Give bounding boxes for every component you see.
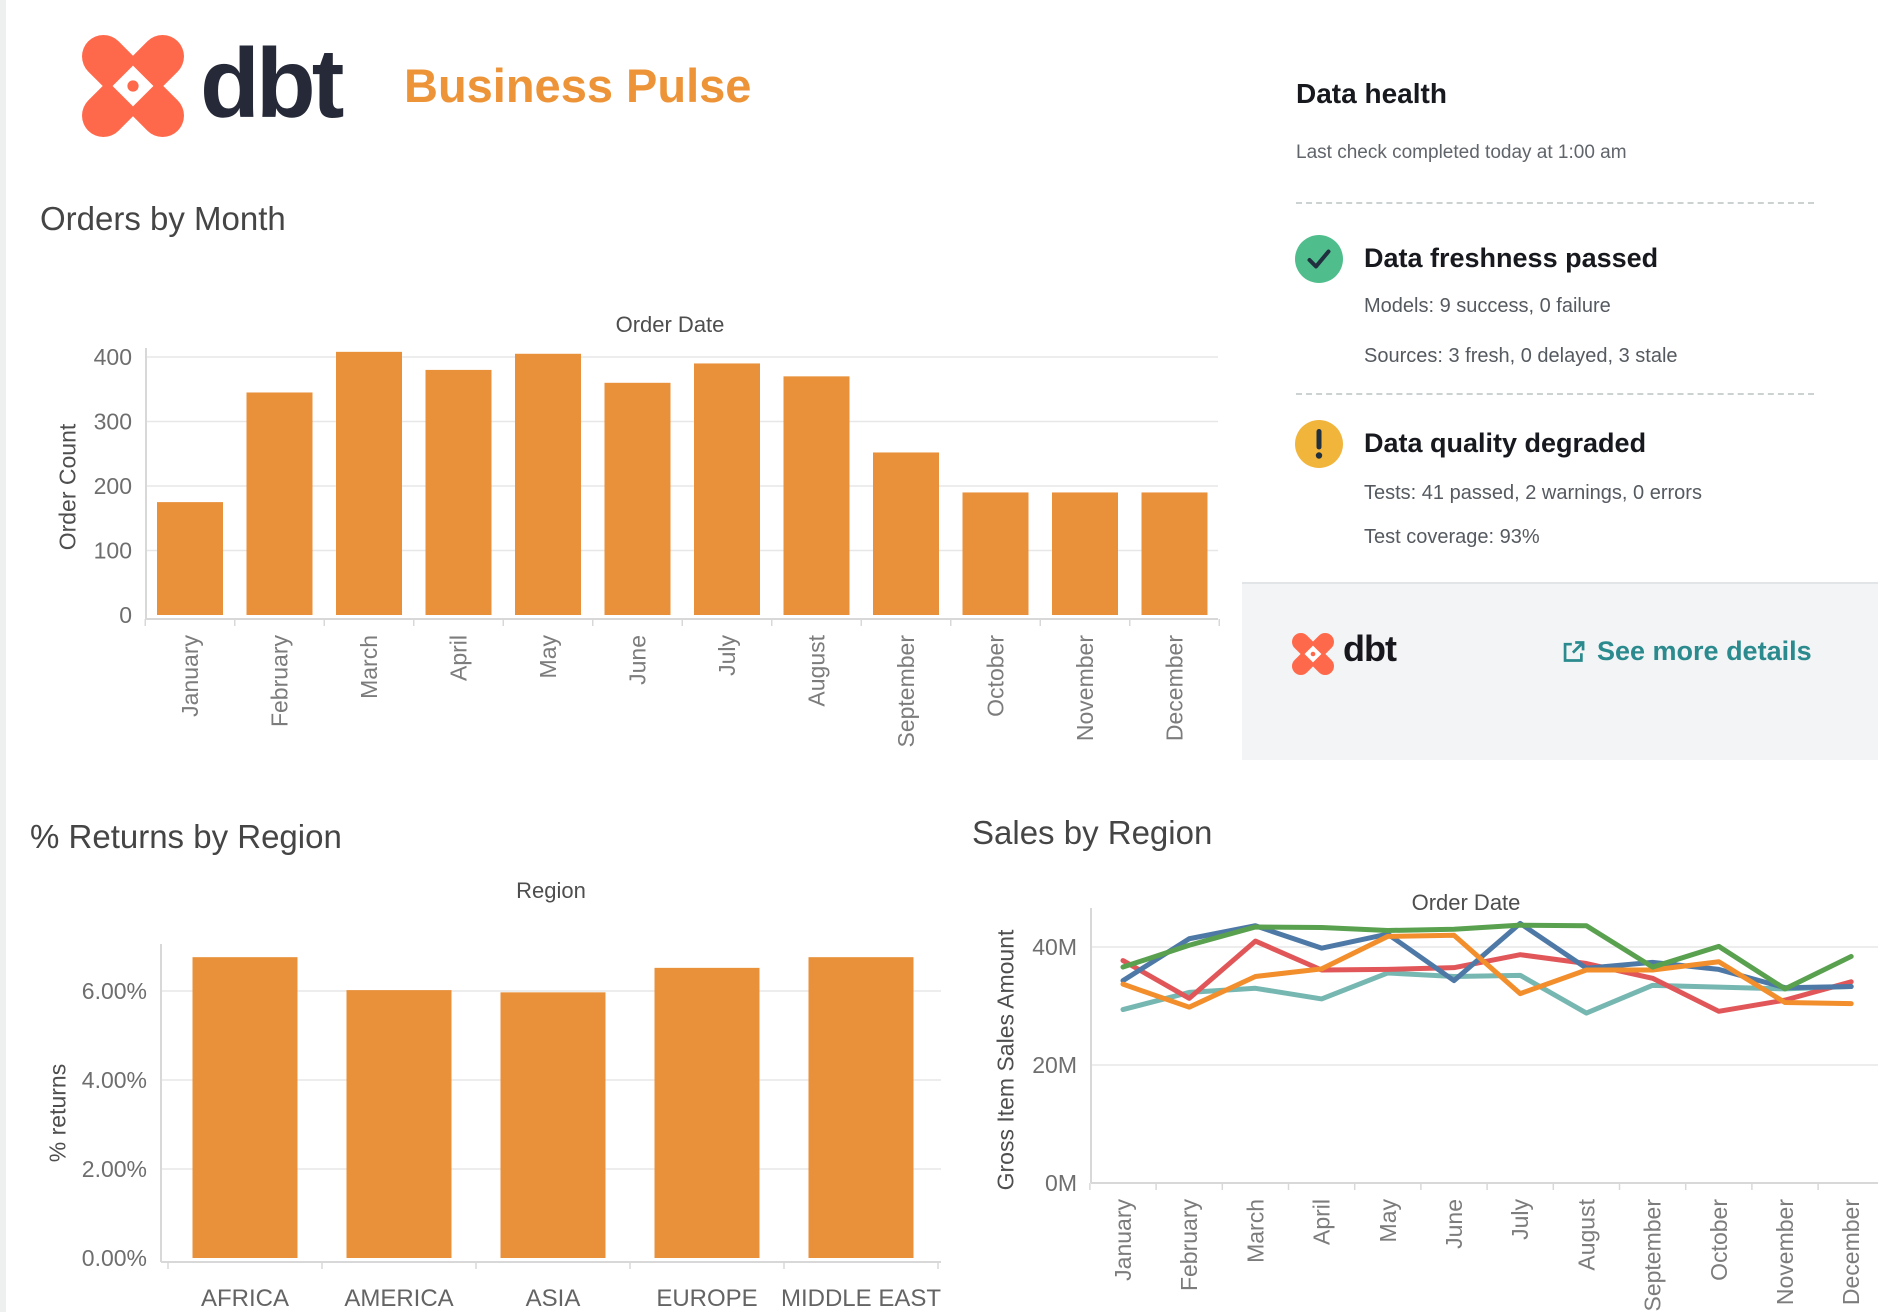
freshness-sources-line: Sources: 3 fresh, 0 delayed, 3 stale — [1364, 345, 1678, 367]
bar-AMERICA[interactable] — [346, 990, 452, 1258]
line-teal[interactable] — [1120, 970, 1854, 1016]
orders-by-month-chart[interactable]: 0 100 200 300 400 January February March April Ma… — [86, 340, 1236, 780]
svg-text:April: April — [1309, 1199, 1335, 1245]
returns-axis-title: Region — [516, 878, 586, 903]
bar-February[interactable] — [246, 392, 313, 615]
svg-text:300: 300 — [94, 409, 132, 435]
svg-text:October: October — [1706, 1199, 1732, 1281]
svg-text:100: 100 — [94, 538, 132, 564]
svg-text:March: March — [356, 635, 382, 699]
divider — [1296, 202, 1814, 204]
bar-April[interactable] — [425, 369, 492, 615]
divider — [1296, 393, 1814, 395]
bar-EUROPE[interactable] — [654, 967, 760, 1258]
svg-text:20M: 20M — [1032, 1052, 1077, 1078]
quality-coverage-line: Test coverage: 93% — [1364, 526, 1540, 548]
svg-text:November: November — [1772, 1199, 1798, 1305]
svg-text:May: May — [535, 635, 561, 679]
returns-by-region-heading: % Returns by Region — [30, 818, 342, 855]
svg-text:AMERICA: AMERICA — [344, 1285, 453, 1312]
footer-brand-wordmark: dbt — [1343, 628, 1397, 669]
svg-text:EUROPE: EUROPE — [656, 1285, 757, 1312]
svg-text:June: June — [625, 635, 651, 685]
svg-text:February: February — [1176, 1199, 1202, 1292]
sales-y-axis-label: Gross Item Sales Amount — [992, 929, 1019, 1191]
svg-text:August: August — [1573, 1198, 1599, 1270]
warning-icon — [1295, 420, 1343, 468]
svg-text:AFRICA: AFRICA — [201, 1285, 289, 1312]
returns-by-region-chart[interactable]: 0.00% 2.00% 4.00% 6.00% AFRICA AMERICA ASIA EUR… — [46, 930, 966, 1312]
brand-wordmark: dbt — [200, 28, 344, 138]
svg-text:September: September — [1640, 1199, 1666, 1312]
see-more-details-label: See more details — [1597, 636, 1812, 666]
bar-March[interactable] — [336, 351, 402, 615]
svg-text:4.00%: 4.00% — [82, 1067, 147, 1093]
svg-text:June: June — [1441, 1199, 1467, 1249]
orders-axis-title: Order Date — [615, 312, 725, 337]
svg-text:December: December — [1838, 1199, 1864, 1305]
svg-text:September: September — [893, 635, 919, 748]
bar-June[interactable] — [604, 382, 671, 615]
sales-axis-title: Order Date — [1411, 890, 1521, 915]
external-link-icon — [1563, 641, 1585, 662]
svg-text:200: 200 — [94, 473, 132, 499]
dbt-logo-icon — [1292, 633, 1334, 675]
svg-text:December: December — [1162, 635, 1188, 741]
page-title: Business Pulse — [404, 59, 752, 112]
svg-text:MIDDLE EAST: MIDDLE EAST — [781, 1285, 941, 1312]
svg-text:400: 400 — [94, 344, 132, 370]
line-orange[interactable] — [1120, 932, 1854, 1010]
svg-text:January: January — [177, 635, 203, 717]
svg-text:February: February — [267, 635, 293, 728]
svg-text:2.00%: 2.00% — [82, 1156, 147, 1182]
svg-text:ASIA: ASIA — [526, 1285, 581, 1312]
svg-text:April: April — [446, 635, 472, 681]
svg-text:November: November — [1072, 635, 1098, 741]
bar-September[interactable] — [873, 452, 939, 615]
data-health-title: Data health — [1296, 78, 1447, 109]
svg-text:July: July — [714, 635, 740, 676]
svg-text:0: 0 — [119, 602, 132, 628]
line-green[interactable] — [1120, 922, 1854, 992]
orders-by-month-heading: Orders by Month — [40, 200, 286, 237]
bar-January[interactable] — [157, 502, 223, 615]
sales-by-region-heading: Sales by Region — [972, 814, 1213, 851]
orders-y-axis-label: Order Count — [54, 423, 81, 551]
check-icon — [1295, 235, 1343, 283]
svg-text:6.00%: 6.00% — [82, 978, 147, 1004]
data-health-subtitle: Last check completed today at 1:00 am — [1296, 142, 1627, 163]
svg-text:October: October — [983, 635, 1009, 717]
bar-ASIA[interactable] — [500, 992, 606, 1258]
bar-November[interactable] — [1052, 492, 1118, 615]
quality-tests-line: Tests: 41 passed, 2 warnings, 0 errors — [1364, 482, 1702, 504]
bar-December[interactable] — [1141, 492, 1208, 615]
svg-text:0.00%: 0.00% — [82, 1245, 147, 1271]
svg-text:40M: 40M — [1032, 934, 1077, 960]
sales-by-region-chart[interactable]: 0M 20M 40M January February March April May June… — [1026, 900, 1878, 1312]
svg-text:May: May — [1375, 1199, 1401, 1243]
bar-MIDDLE EAST[interactable] — [808, 957, 914, 1258]
data-health-footer: dbt See more details — [1242, 582, 1878, 760]
bar-July[interactable] — [694, 363, 760, 615]
svg-text:0M: 0M — [1045, 1170, 1077, 1196]
see-more-details-link[interactable]: See more details — [1560, 636, 1812, 667]
bar-October[interactable] — [962, 492, 1029, 615]
svg-text:July: July — [1507, 1199, 1533, 1240]
dbt-logo-icon — [82, 35, 184, 137]
bar-May[interactable] — [515, 353, 581, 615]
bar-AFRICA[interactable] — [192, 957, 298, 1258]
svg-text:August: August — [804, 634, 830, 706]
bar-August[interactable] — [783, 376, 850, 615]
svg-text:March: March — [1242, 1199, 1268, 1263]
svg-text:January: January — [1110, 1199, 1136, 1281]
freshness-status-title: Data freshness passed — [1364, 243, 1659, 273]
quality-status-title: Data quality degraded — [1364, 428, 1647, 458]
freshness-models-line: Models: 9 success, 0 failure — [1364, 295, 1611, 317]
